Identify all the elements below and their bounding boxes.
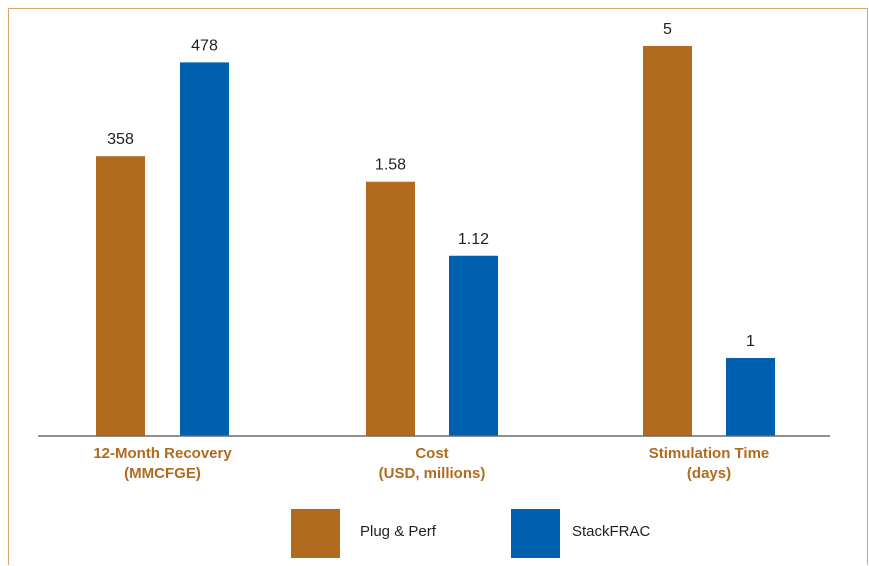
- data-label-plug-perf-0: 358: [107, 131, 134, 148]
- bar-plug-perf-1: [366, 181, 415, 436]
- data-label-stackfrac-1: 1.12: [458, 231, 489, 248]
- legend-label-stackfrac: StackFRAC: [572, 523, 651, 540]
- data-label-stackfrac-2: 1: [746, 333, 755, 350]
- category-label-1-line-1: (USD, millions): [379, 465, 486, 482]
- chart-frame: [8, 8, 868, 565]
- legend-swatch-plug-perf: [291, 509, 340, 558]
- bar-plug-perf-0: [96, 156, 145, 436]
- legend-swatch-stackfrac: [511, 509, 560, 558]
- data-label-stackfrac-0: 478: [191, 37, 218, 54]
- category-label-0-line-0: 12-Month Recovery: [93, 445, 232, 462]
- bar-stackfrac-1: [449, 255, 498, 436]
- data-label-plug-perf-2: 5: [663, 21, 672, 38]
- category-label-0-line-1: (MMCFGE): [124, 465, 201, 482]
- category-label-1-line-0: Cost: [415, 445, 448, 462]
- bar-stackfrac-2: [726, 358, 775, 436]
- category-label-2-line-0: Stimulation Time: [649, 445, 770, 462]
- bar-stackfrac-0: [180, 62, 229, 436]
- data-label-plug-perf-1: 1.58: [375, 157, 406, 174]
- legend-label-plug-perf: Plug & Perf: [360, 523, 437, 540]
- category-label-2-line-1: (days): [687, 465, 731, 482]
- bar-plug-perf-2: [643, 46, 692, 436]
